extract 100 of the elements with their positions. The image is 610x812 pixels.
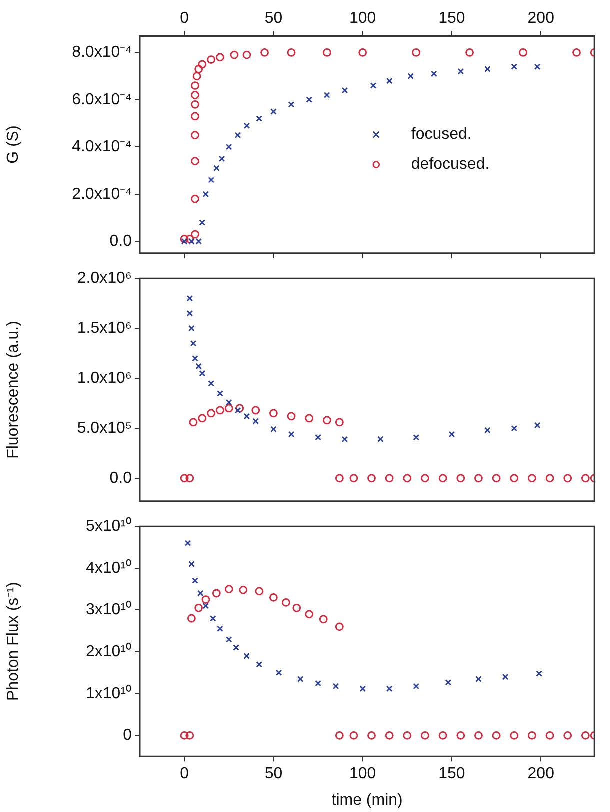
point: [186, 310, 194, 317]
point: [342, 87, 348, 94]
point: [546, 731, 554, 740]
point: [180, 731, 189, 740]
x-tick-label: 100: [349, 766, 376, 783]
point: [192, 72, 202, 81]
y-axis-title: G (S): [5, 126, 22, 164]
point: [180, 474, 189, 483]
y-tick-label: 5x10¹⁰: [86, 517, 132, 536]
point: [270, 409, 278, 418]
point: [492, 474, 501, 483]
point: [189, 418, 198, 427]
y-tick-label: 8.0x10⁻⁴: [72, 44, 132, 62]
point: [315, 434, 322, 441]
point: [188, 238, 195, 245]
point: [476, 676, 482, 682]
point: [319, 615, 328, 624]
point: [510, 731, 519, 740]
point: [234, 132, 242, 139]
y-tick-label: 0: [123, 727, 132, 744]
point: [385, 474, 394, 483]
point: [292, 604, 302, 612]
point: [368, 731, 376, 740]
point: [188, 614, 196, 623]
point: [305, 610, 314, 619]
y-tick-label: 1x10¹⁰: [86, 684, 132, 702]
point: [306, 96, 313, 104]
point: [335, 418, 344, 427]
point: [445, 679, 452, 686]
point: [186, 474, 194, 483]
point: [198, 414, 207, 423]
point: [458, 68, 464, 75]
y-tick-label: 5.0x10⁵: [77, 420, 132, 437]
x-axis-title: time (min): [332, 792, 403, 809]
point: [438, 474, 448, 483]
point: [210, 615, 216, 622]
point: [255, 587, 264, 596]
point: [368, 474, 376, 483]
y-tick-label: 2x10¹⁰: [86, 642, 132, 660]
point: [335, 622, 344, 632]
point: [196, 363, 202, 370]
point: [202, 602, 210, 610]
y-tick-label: 1.0x10⁶: [77, 370, 132, 387]
x-tick-label: 150: [438, 766, 466, 783]
point: [528, 731, 536, 740]
point: [360, 686, 366, 692]
point: [335, 474, 344, 483]
y-axis-title: Fluorescence (a.u.): [5, 321, 22, 459]
point: [297, 676, 304, 682]
point: [528, 474, 536, 483]
point: [256, 116, 263, 122]
x2-tick-label: 0: [180, 10, 190, 28]
point: [226, 144, 232, 150]
point: [403, 731, 412, 740]
x2-tick-label: 100: [349, 10, 376, 28]
point: [226, 636, 232, 643]
point: [342, 436, 348, 443]
point: [180, 235, 189, 244]
point: [270, 426, 277, 433]
point: [199, 220, 206, 226]
point: [191, 230, 200, 239]
point: [413, 683, 420, 690]
point: [581, 731, 590, 740]
x2-tick-label: 200: [528, 10, 555, 28]
point: [322, 48, 332, 57]
point: [256, 661, 263, 668]
point: [202, 596, 210, 604]
y-tick-label: 4x10¹⁰: [86, 558, 132, 577]
point: [234, 407, 242, 414]
point: [511, 425, 518, 432]
y-tick-label: 4.0x10⁻⁴: [72, 138, 132, 156]
x-tick-label: 0: [180, 766, 190, 783]
point: [305, 414, 314, 423]
point: [217, 626, 224, 632]
point: [536, 670, 543, 677]
point: [192, 355, 198, 362]
point: [197, 590, 204, 597]
point: [502, 674, 509, 680]
point: [190, 340, 197, 347]
point: [270, 108, 277, 115]
point: [196, 238, 202, 245]
point: [403, 474, 412, 483]
point: [421, 474, 430, 483]
point: [350, 731, 358, 740]
point: [276, 670, 282, 676]
point: [194, 65, 204, 74]
point: [484, 427, 491, 434]
point: [511, 64, 518, 70]
point: [216, 53, 224, 62]
point: [244, 413, 250, 420]
point: [199, 370, 206, 377]
point: [252, 406, 260, 415]
point: [194, 604, 204, 612]
point: [315, 680, 322, 687]
legend-label: focused.: [411, 126, 472, 144]
y-tick-label: 2.0x10⁶: [77, 270, 132, 288]
point: [572, 48, 581, 57]
point: [242, 50, 252, 60]
point: [288, 101, 295, 108]
point: [270, 593, 278, 602]
